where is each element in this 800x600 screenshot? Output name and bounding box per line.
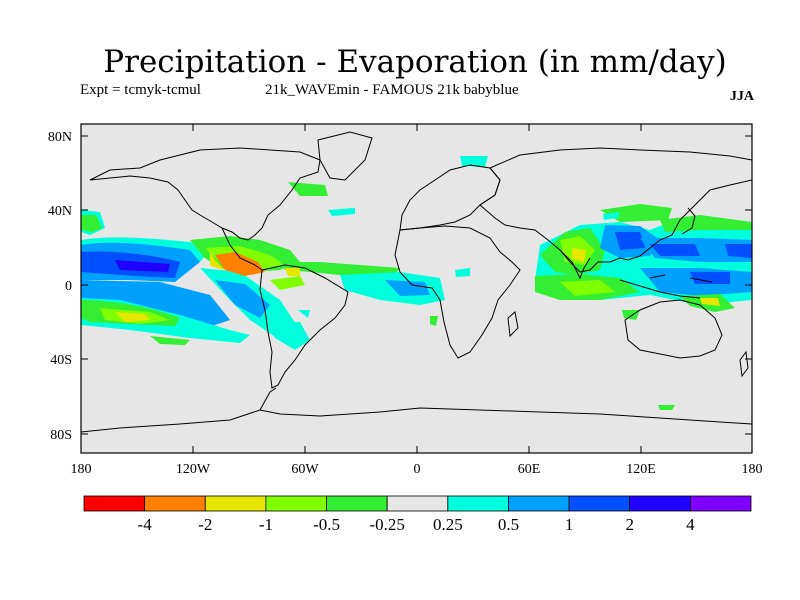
colorbar-swatch <box>629 495 691 512</box>
coast-central-america <box>221 227 263 271</box>
field-region <box>430 316 438 326</box>
field-region <box>603 212 620 220</box>
field-region <box>328 208 355 216</box>
colorbar-label: 0.5 <box>498 515 519 534</box>
colorbar-label: -0.5 <box>313 515 340 534</box>
field-region <box>150 336 190 345</box>
colorbar-swatch <box>326 495 388 512</box>
coast-antarctica <box>81 407 752 433</box>
field-region <box>210 252 225 270</box>
colorbar-label: -2 <box>198 515 212 534</box>
coast-north-america <box>89 147 321 241</box>
coast-australia <box>624 299 723 359</box>
coast-new-zealand <box>739 350 749 378</box>
field-region <box>690 272 730 284</box>
field-region <box>340 272 445 305</box>
field-region <box>215 280 270 318</box>
field-region <box>660 215 752 232</box>
coast-africa <box>394 225 521 359</box>
field-region <box>285 268 300 276</box>
coast-indonesia <box>619 274 713 299</box>
coast-south-america <box>259 264 349 389</box>
field-region <box>280 262 400 276</box>
field-region <box>288 182 328 196</box>
field-region <box>298 310 310 318</box>
colorbar: -4 -2 -1 -0.5 -0.25 0.25 0.5 1 2 4 <box>83 495 752 534</box>
experiment-label: Expt = tcmyk-tcmul <box>80 82 201 98</box>
coast-india <box>559 249 591 280</box>
colorbar-label: -4 <box>138 515 153 534</box>
colorbar-swatch <box>689 495 752 512</box>
colorbar-label: 1 <box>565 515 574 534</box>
field-region <box>460 156 488 167</box>
lat-tick-label: 80S <box>50 428 72 443</box>
lon-tick-label: 60E <box>518 462 541 477</box>
field-region <box>658 405 675 410</box>
chart-title: Precipitation - Evaporation (in mm/day) <box>103 44 727 80</box>
field-region <box>725 244 752 258</box>
colorbar-label: 4 <box>686 515 695 534</box>
field-region <box>115 260 170 272</box>
lat-tick-label: 0 <box>65 279 72 294</box>
field-region <box>572 248 586 262</box>
latitude-axis <box>81 135 752 435</box>
coast-antarctic-peninsula <box>259 387 277 411</box>
lon-tick-label: 120E <box>626 462 656 477</box>
lon-tick-label: 0 <box>414 462 421 477</box>
coast-greenland <box>317 131 373 181</box>
colorbar-swatch <box>144 495 206 512</box>
field-region <box>270 276 305 290</box>
lon-tick-label: 120W <box>176 462 211 477</box>
season-label: JJA <box>729 89 754 104</box>
colorbar-swatch <box>204 495 267 512</box>
lat-tick-label: 40S <box>50 353 72 368</box>
lon-tick-label: 180 <box>742 462 763 477</box>
colorbar-swatch <box>568 495 631 512</box>
field-region <box>700 298 720 306</box>
coast-madagascar <box>507 311 519 338</box>
field-region <box>81 280 230 330</box>
coastlines <box>81 131 752 433</box>
lon-tick-label: 180 <box>71 462 92 477</box>
field-region <box>455 268 470 277</box>
field-region <box>215 252 265 276</box>
colorbar-swatch <box>386 495 449 512</box>
field-region <box>615 232 645 250</box>
lat-tick-label: 80N <box>48 130 72 145</box>
colorbar-swatch <box>83 495 146 512</box>
coast-japan <box>681 207 696 235</box>
field-region <box>560 280 615 296</box>
colorbar-swatch <box>447 495 509 512</box>
field-region <box>385 280 430 296</box>
colorbar-swatch <box>265 495 327 512</box>
field-region <box>270 322 310 350</box>
colorbar-label: 0.25 <box>433 515 463 534</box>
colorbar-label: -0.25 <box>369 515 404 534</box>
field-region <box>650 244 700 256</box>
run-label: 21k_WAVEmin - FAMOUS 21k babyblue <box>265 82 519 98</box>
lat-tick-label: 40N <box>48 204 72 219</box>
colorbar-label: -1 <box>259 515 273 534</box>
longitude-axis <box>192 124 642 453</box>
lon-tick-label: 60W <box>291 462 319 477</box>
colorbar-label: 2 <box>625 515 634 534</box>
colorbar-swatch <box>508 495 570 512</box>
field-region <box>115 312 150 322</box>
field-region <box>81 215 102 232</box>
precip-field <box>81 156 752 410</box>
coast-asia <box>479 147 752 273</box>
